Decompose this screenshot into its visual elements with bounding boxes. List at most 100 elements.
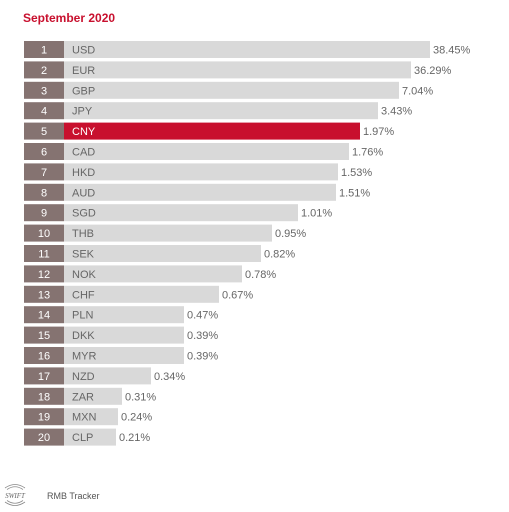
value-label: 1.51% (339, 187, 370, 199)
bar-usd (64, 41, 430, 58)
rank-number: 17 (38, 371, 50, 383)
rank-number: 16 (38, 351, 50, 363)
bar-row-dkk: 15 DKK 0.39% (24, 326, 218, 344)
bar-row-thb: 10 THB 0.95% (24, 224, 306, 242)
currency-label: PLN (72, 310, 93, 322)
bar-gbp (64, 81, 399, 99)
bar-row-sek: 11 SEK 0.82% (24, 245, 295, 262)
currency-label: CAD (72, 147, 95, 159)
rank-box (24, 183, 64, 201)
rank-box (24, 285, 64, 303)
rank-box (24, 408, 64, 426)
rank-box (24, 265, 64, 283)
rank-number: 9 (41, 208, 47, 220)
bar-row-nzd: 17 NZD 0.34% (24, 367, 185, 385)
bar-mxn (64, 408, 118, 426)
rank-number: 15 (38, 330, 50, 342)
source-label: RMB Tracker (47, 491, 100, 501)
bar-sek (64, 245, 261, 262)
rank-number: 10 (38, 228, 50, 240)
currency-label: HKD (72, 167, 95, 179)
rank-box (24, 326, 64, 344)
currency-label: CLP (72, 432, 93, 444)
rank-number: 11 (38, 249, 49, 261)
bar-myr (64, 347, 184, 364)
bar-row-zar: 18 ZAR 0.31% (24, 387, 156, 405)
rank-box (24, 224, 64, 242)
currency-label: NZD (72, 371, 95, 383)
value-label: 0.82% (264, 249, 295, 261)
currency-label: USD (72, 45, 95, 57)
rank-number: 1 (41, 45, 47, 57)
rank-box (24, 204, 64, 222)
rank-number: 13 (38, 289, 50, 301)
bar-pln (64, 306, 184, 324)
bar-clp (64, 428, 116, 446)
bar-chf (64, 285, 219, 303)
value-label: 0.95% (275, 228, 306, 240)
currency-label: EUR (72, 65, 95, 77)
currency-label: ZAR (72, 391, 94, 403)
rank-number: 2 (41, 65, 47, 77)
rank-box (24, 367, 64, 385)
rank-box (24, 245, 64, 262)
bar-hkd (64, 163, 338, 181)
bar-row-sgd: 9 SGD 1.01% (24, 204, 332, 222)
rank-box (24, 122, 64, 140)
value-label: 0.34% (154, 371, 185, 383)
bar-row-chf: 13 CHF 0.67% (24, 285, 253, 303)
bar-row-clp: 20 CLP 0.21% (24, 428, 150, 446)
rank-number: 7 (41, 167, 47, 179)
currency-label: SEK (72, 249, 95, 261)
currency-label: MYR (72, 351, 97, 363)
bar-eur (64, 61, 411, 79)
bar-dkk (64, 326, 184, 344)
currency-label: DKK (72, 330, 95, 342)
rank-box (24, 306, 64, 324)
currency-label: MXN (72, 412, 97, 424)
value-label: 1.76% (352, 147, 383, 159)
bar-row-pln: 14 PLN 0.47% (24, 306, 218, 324)
currency-label: NOK (72, 269, 97, 281)
value-label: 1.53% (341, 167, 372, 179)
bar-thb (64, 224, 272, 242)
rank-box (24, 41, 64, 58)
ranking-bar-chart: 1 USD 38.45% 2 EUR 36.29% 3 GBP 7.04% 4 JPY 3.43% 5 C… (24, 41, 471, 446)
currency-label: JPY (72, 106, 93, 118)
bar-row-mxn: 19 MXN 0.24% (24, 408, 152, 426)
rank-box (24, 102, 64, 120)
value-label: 1.01% (301, 208, 332, 220)
rank-box (24, 163, 64, 181)
rank-number: 6 (41, 147, 47, 159)
bar-cny (64, 122, 360, 140)
bar-row-nok: 12 NOK 0.78% (24, 265, 276, 283)
bar-aud (64, 183, 336, 201)
rank-number: 12 (38, 269, 50, 281)
rank-number: 14 (38, 310, 50, 322)
rank-number: 18 (38, 391, 50, 403)
bar-row-gbp: 3 GBP 7.04% (24, 81, 433, 99)
rank-number: 5 (41, 126, 47, 138)
bar-row-cny: 5 CNY 1.97% (24, 122, 394, 140)
bar-row-cad: 6 CAD 1.76% (24, 143, 383, 160)
currency-label: THB (72, 228, 94, 240)
rank-box (24, 61, 64, 79)
bar-sgd (64, 204, 298, 222)
value-label: 1.97% (363, 126, 394, 138)
value-label: 38.45% (433, 45, 471, 57)
rank-number: 19 (38, 412, 50, 424)
swift-logo-icon: SWIFT (4, 484, 26, 506)
value-label: 0.39% (187, 330, 218, 342)
rank-box (24, 143, 64, 160)
bar-row-eur: 2 EUR 36.29% (24, 61, 452, 79)
currency-label: CNY (72, 126, 96, 138)
value-label: 7.04% (402, 85, 433, 97)
bar-zar (64, 387, 122, 405)
value-label: 0.24% (121, 412, 152, 424)
currency-label: AUD (72, 187, 95, 199)
rank-number: 8 (41, 187, 47, 199)
currency-label: GBP (72, 85, 95, 97)
bar-jpy (64, 102, 378, 120)
bar-row-usd: 1 USD 38.45% (24, 41, 471, 58)
bar-row-jpy: 4 JPY 3.43% (24, 102, 412, 120)
